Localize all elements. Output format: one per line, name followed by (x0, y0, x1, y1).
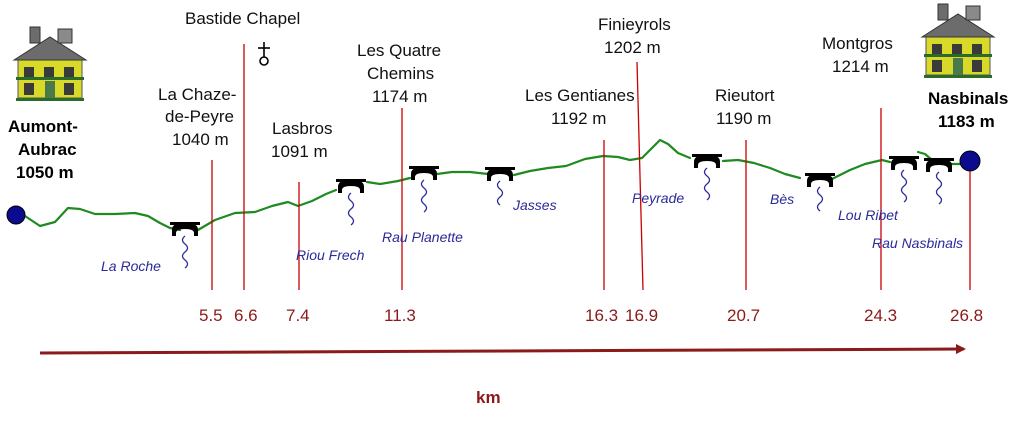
stream-label-bes: Bès (770, 191, 794, 207)
km-tick-label: 5.5 (199, 306, 223, 325)
place-lasbros: Lasbros 1091 m (271, 119, 332, 161)
place-name: Finieyrols (598, 15, 671, 34)
place-bastide: Bastide Chapel (185, 9, 300, 28)
place-altitude: 1214 m (832, 57, 889, 76)
place-name: Lasbros (272, 119, 332, 138)
place-finieyrols: Finieyrols 1202 m (598, 15, 671, 57)
stream-squiggle-icon (900, 169, 908, 203)
place-gentianes: Les Gentianes 1192 m (525, 86, 635, 128)
stream-label-riou-frech: Riou Frech (296, 247, 365, 263)
bridge-icon (485, 167, 515, 181)
km-tick-label: 16.9 (625, 306, 658, 325)
place-altitude: 1190 m (716, 109, 771, 128)
place-la-chaze: La Chaze- de-Peyre 1040 m (158, 85, 236, 149)
stream-squiggle-icon (496, 180, 504, 206)
bridge-icon (805, 173, 835, 187)
stream-squiggles (181, 167, 943, 269)
km-tick-label: 26.8 (950, 306, 983, 325)
place-name: Les Quatre (357, 41, 441, 60)
axis-title: km (476, 388, 501, 407)
place-name: Chemins (367, 64, 434, 83)
bridge-icon (889, 156, 919, 170)
stream-label-rau-planette: Rau Planette (382, 229, 463, 245)
place-name: La Chaze- (158, 85, 236, 104)
stream-label-peyrade: Peyrade (632, 190, 684, 206)
stream-label-lou-ribet: Lou Ribet (838, 207, 899, 223)
place-name: Rieutort (715, 86, 775, 105)
place-altitude: 1202 m (604, 38, 661, 57)
bridge-icon (409, 166, 439, 180)
stream-label-rau-nasbinals: Rau Nasbinals (872, 235, 963, 251)
bridge-icon (924, 158, 954, 172)
distance-axis-arrow (39, 344, 966, 355)
end-label: Nasbinals 1183 m (928, 89, 1008, 131)
start-name-line1: Aumont- (8, 117, 78, 136)
elevation-profile-line (12, 138, 964, 232)
place-name: Bastide Chapel (185, 9, 300, 28)
stream-label-la-roche: La Roche (101, 258, 161, 274)
place-altitude: 1174 m (372, 87, 427, 106)
place-altitude: 1091 m (271, 142, 328, 161)
start-point-marker (6, 205, 26, 225)
bridge-icon (336, 179, 366, 193)
km-tick-label: 6.6 (234, 306, 258, 325)
km-tick-label: 11.3 (384, 306, 416, 325)
place-name: de-Peyre (165, 107, 234, 126)
end-name: Nasbinals (928, 89, 1008, 108)
house-icon (921, 3, 995, 79)
km-tick-label: 16.3 (585, 306, 618, 325)
place-altitude: 1040 m (172, 130, 229, 149)
place-quatre-chemins: Les Quatre Chemins 1174 m (357, 41, 441, 106)
start-altitude: 1050 m (16, 163, 74, 182)
stream-squiggle-icon (181, 235, 189, 269)
stream-squiggle-icon (703, 167, 711, 201)
end-altitude: 1183 m (938, 112, 995, 131)
stream-label-jasses: Jasses (512, 197, 557, 213)
place-altitude: 1192 m (551, 109, 606, 128)
bridge-icon (170, 222, 200, 236)
stream-squiggle-icon (347, 192, 355, 226)
place-name: Montgros (822, 34, 893, 53)
start-label: Aumont- Aubrac 1050 m (8, 117, 78, 182)
marker-line-finieyrols (636, 61, 644, 291)
bridge-icon (692, 154, 722, 168)
km-tick-label: 7.4 (286, 306, 310, 325)
start-name-line2: Aubrac (18, 140, 77, 159)
stream-squiggle-icon (816, 186, 824, 212)
place-montgros: Montgros 1214 m (822, 34, 893, 76)
km-tick-label: 20.7 (727, 306, 760, 325)
house-icon (13, 26, 87, 102)
stream-squiggle-icon (420, 179, 428, 213)
chapel-cross-icon (258, 42, 270, 66)
end-point-marker (959, 150, 981, 172)
stream-squiggle-icon (935, 171, 943, 205)
place-name: Les Gentianes (525, 86, 635, 105)
place-rieutort: Rieutort 1190 m (715, 86, 775, 128)
km-tick-label: 24.3 (864, 306, 897, 325)
